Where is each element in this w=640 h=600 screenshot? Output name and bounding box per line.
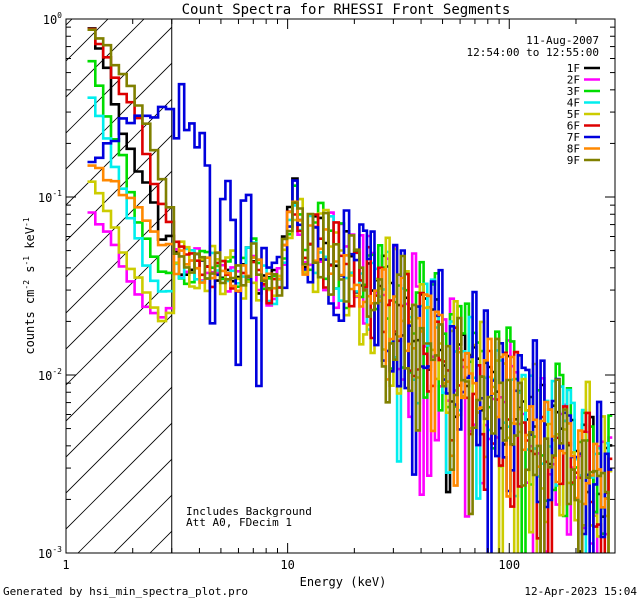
y-tick-label: 10-1 <box>38 189 62 205</box>
legend-label-6f: 6F <box>567 120 580 133</box>
series-layer <box>87 27 613 553</box>
y-tick-label: 10-2 <box>38 367 62 383</box>
footer-generated-by: Generated by hsi_min_spectra_plot.pro <box>3 585 248 598</box>
x-tick-label: 100 <box>498 558 520 572</box>
chart-title: Count Spectra for RHESSI Front Segments <box>182 2 511 18</box>
legend-label-1f: 1F <box>567 62 580 75</box>
time-range-label: 12:54:00 to 12:55:00 <box>467 46 599 59</box>
series-line-9f <box>87 28 610 553</box>
annotation-background: Includes Background <box>186 505 312 518</box>
legend-label-5f: 5F <box>567 108 580 121</box>
x-tick-label: 1 <box>62 558 69 572</box>
legend-label-9f: 9F <box>567 154 580 167</box>
legend-label-4f: 4F <box>567 97 580 110</box>
plot-frame <box>65 18 616 554</box>
legend-label-7f: 7F <box>567 131 580 144</box>
legend-label-8f: 8F <box>567 143 580 156</box>
date-label: 11-Aug-2007 <box>526 34 599 47</box>
footer-timestamp: 12-Apr-2023 15:04 <box>524 585 637 598</box>
y-tick-label: 100 <box>43 11 62 27</box>
axis-ticks: 1 10 100 100 10-1 10-2 10-3 <box>38 11 616 572</box>
x-tick-label: 10 <box>280 558 294 572</box>
y-axis-label: counts cm-2 s-1 keV-1 <box>22 217 37 354</box>
legend-label-2f: 2F <box>567 74 580 87</box>
x-axis-label: Energy (keV) <box>300 575 387 589</box>
annotation-attenuator: Att A0, FDecim 1 <box>186 516 292 529</box>
y-tick-label: 10-3 <box>38 545 62 561</box>
legend-label-3f: 3F <box>567 85 580 98</box>
